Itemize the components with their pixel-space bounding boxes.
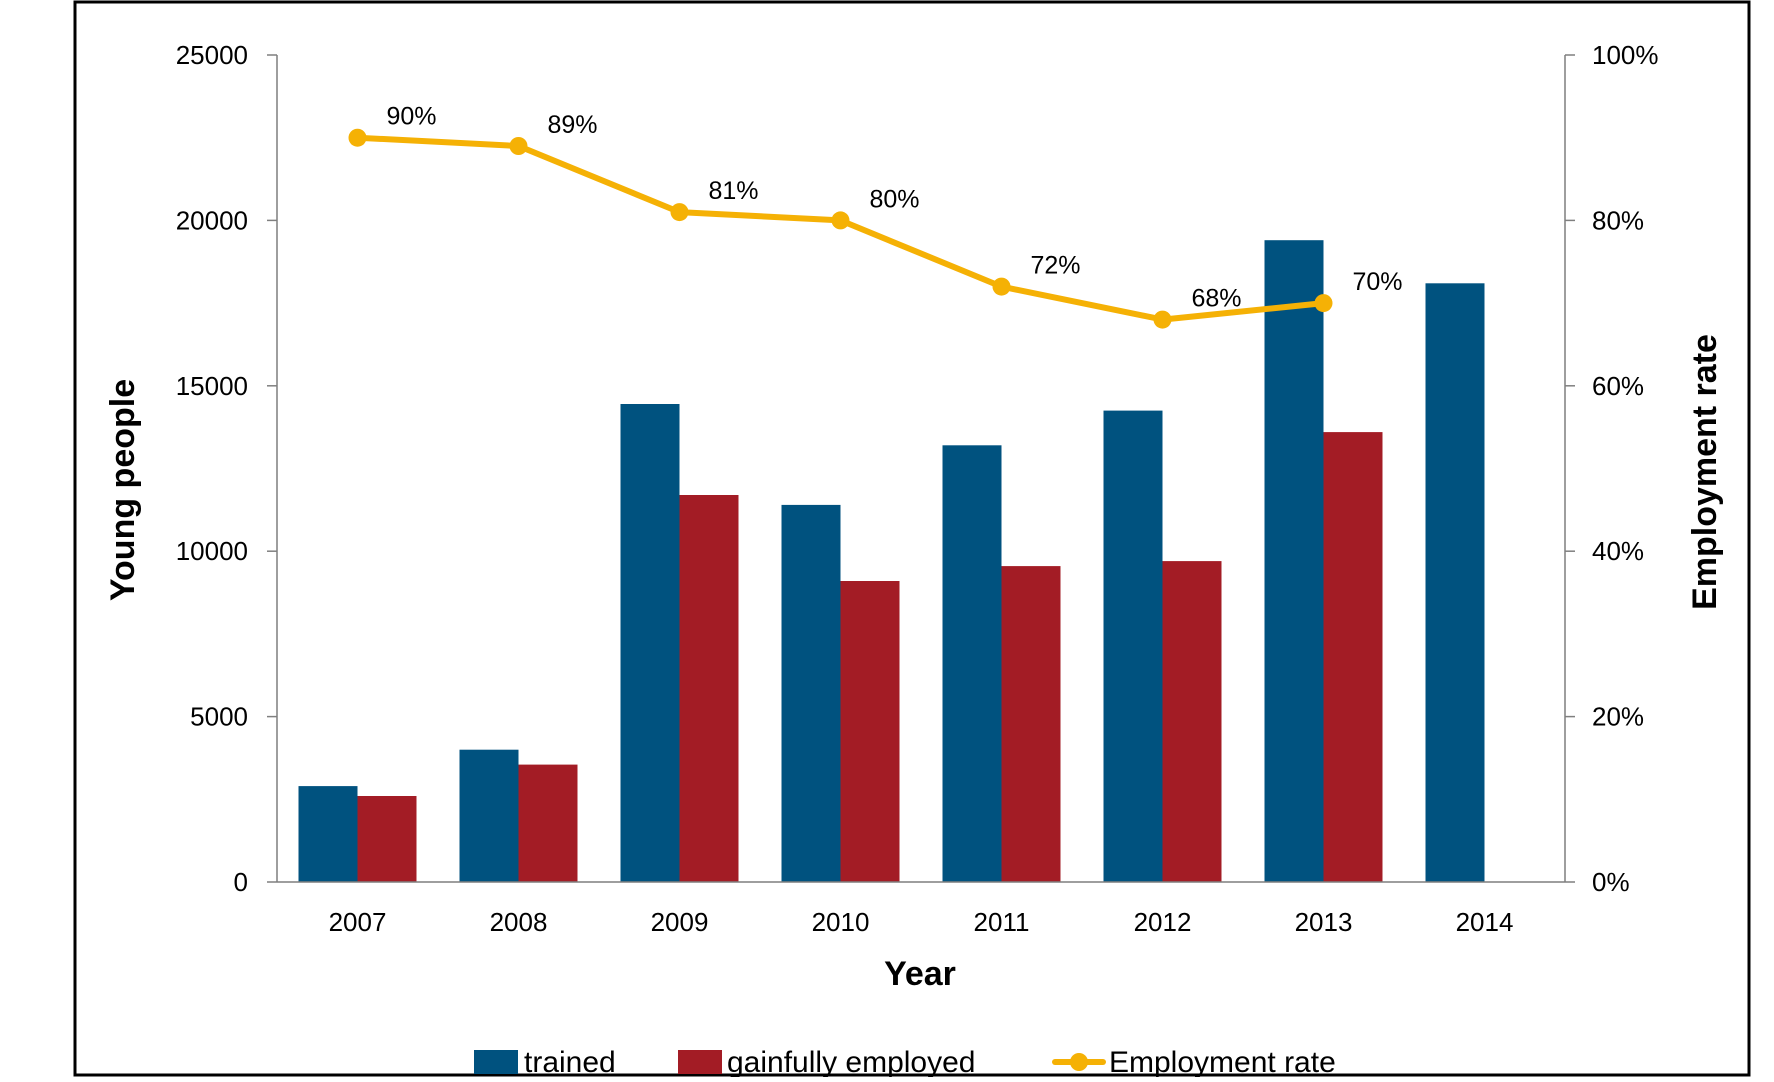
y-tick-label: 15000 (176, 371, 248, 401)
bar-trained-2007 (298, 786, 358, 882)
point-employment-rate-2007 (348, 128, 367, 147)
y2-tick-label: 100% (1592, 40, 1659, 70)
y-tick-label: 10000 (176, 536, 248, 566)
legend-label-gainfully-employed: gainfully employed (727, 1046, 975, 1077)
point-employment-rate-2008 (509, 137, 528, 155)
x-tick-label: 2010 (812, 907, 870, 937)
data-label-employment-rate-2013: 70% (1352, 268, 1402, 296)
y2-axis-title: Employment rate (1686, 334, 1724, 610)
bar-trained-2010 (781, 504, 841, 882)
y2-tick-label: 20% (1592, 702, 1644, 732)
legend: trained gainfully employed Employment ra… (474, 1046, 1336, 1079)
data-labels-layer: 90% 89% 81% 80% 72% 68% 70% (386, 103, 1402, 313)
y2-tick-label: 0% (1592, 867, 1630, 897)
bar-trained-2011 (942, 445, 1002, 882)
y2-tick-label: 40% (1592, 536, 1644, 566)
axis-titles-layer: Year Young people Employment rate (104, 334, 1724, 993)
x-tick-label: 2007 (329, 907, 387, 937)
y-tick-label: 0 (234, 867, 248, 897)
y-tick-label: 20000 (176, 205, 248, 235)
bar-trained-2009 (620, 404, 680, 882)
point-employment-rate-2013 (1314, 294, 1333, 313)
data-label-employment-rate-2009: 81% (708, 177, 758, 205)
bar-gainfully-employed-2007 (357, 796, 417, 882)
bar-gainfully-employed-2012 (1162, 561, 1222, 882)
point-employment-rate-2010 (831, 211, 850, 230)
y2-tick-label: 60% (1592, 371, 1644, 401)
point-employment-rate-2011 (992, 277, 1011, 296)
bar-gainfully-employed-2009 (679, 495, 739, 882)
x-tick-label: 2012 (1134, 907, 1192, 937)
legend-swatch-trained (474, 1050, 518, 1074)
x-tick-label: 2014 (1456, 907, 1514, 937)
bar-trained-2014 (1425, 283, 1485, 882)
bar-gainfully-employed-2013 (1323, 432, 1383, 882)
bars-layer (298, 240, 1485, 882)
data-label-employment-rate-2012: 68% (1191, 285, 1241, 313)
data-label-employment-rate-2007: 90% (386, 103, 436, 131)
bar-trained-2008 (459, 749, 519, 882)
bar-gainfully-employed-2008 (518, 764, 578, 882)
y2-tick-label: 80% (1592, 205, 1644, 235)
x-tick-label: 2011 (974, 907, 1030, 937)
bar-trained-2012 (1103, 410, 1163, 882)
point-employment-rate-2009 (670, 203, 689, 222)
data-label-employment-rate-2008: 89% (547, 111, 597, 139)
data-label-employment-rate-2011: 72% (1030, 252, 1080, 280)
y-tick-label: 5000 (190, 702, 248, 732)
line-layer (348, 128, 1333, 329)
legend-label-trained: trained (524, 1046, 616, 1077)
bar-trained-2013 (1264, 240, 1324, 882)
x-tick-label: 2009 (651, 907, 709, 937)
legend-label-employment-rate: Employment rate (1109, 1046, 1336, 1077)
y-axis-title: Young people (104, 379, 142, 601)
legend-marker-employment-rate (1070, 1053, 1088, 1071)
data-label-employment-rate-2010: 80% (869, 185, 919, 213)
y-tick-label: 25000 (176, 40, 248, 70)
legend-swatch-gainfully-employed (678, 1050, 722, 1074)
axes-layer: 0 5000 10000 15000 20000 25000 0% 20% 40% 60% 80% 1… (176, 40, 1659, 937)
bar-gainfully-employed-2011 (1001, 566, 1061, 882)
x-axis-title: Year (884, 955, 956, 993)
x-tick-label: 2013 (1295, 907, 1353, 937)
bar-gainfully-employed-2010 (840, 581, 900, 882)
x-tick-label: 2008 (490, 907, 548, 937)
point-employment-rate-2012 (1153, 310, 1172, 329)
